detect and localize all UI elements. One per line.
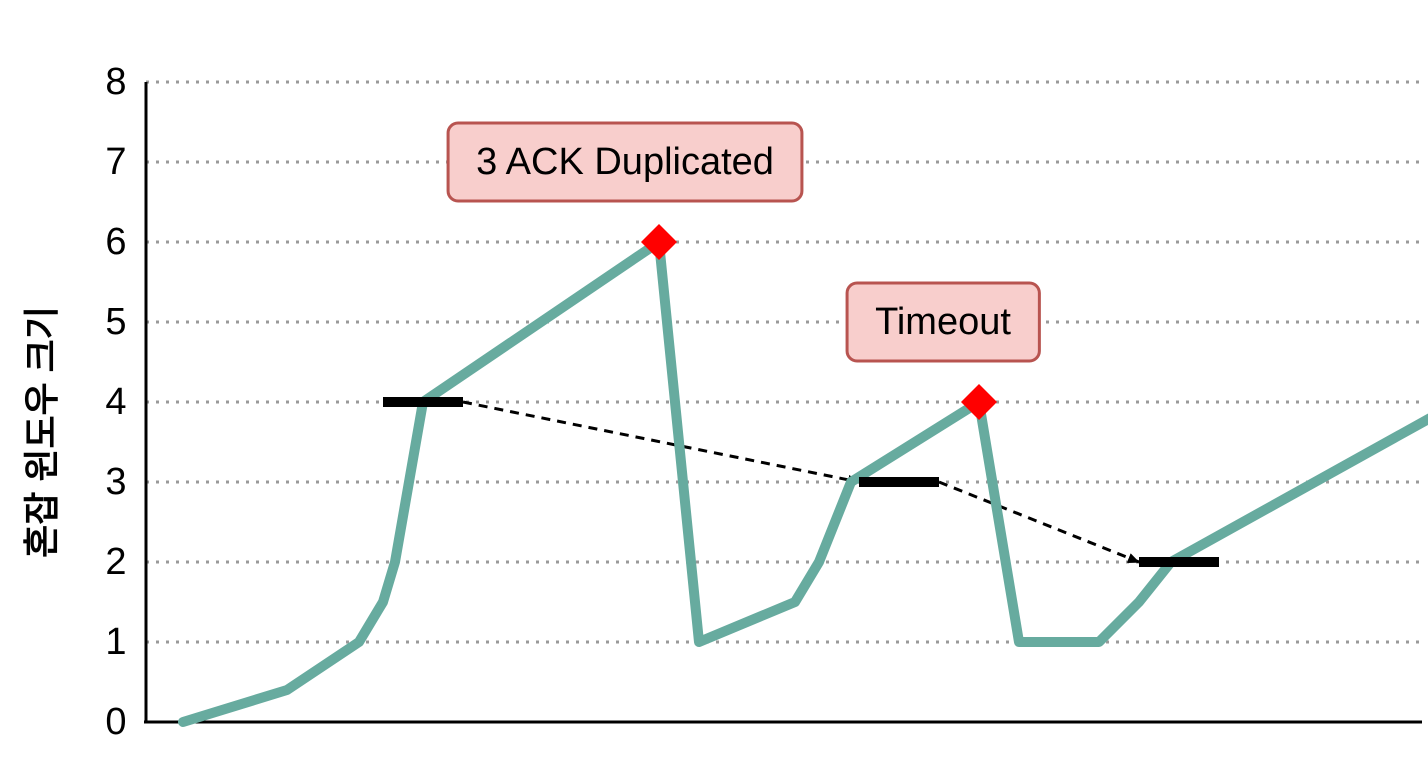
annotations: 3 ACK Duplicated Timeout [446,121,1041,363]
arrows [462,400,1139,564]
y-tick-label: 5 [105,301,126,343]
y-tick-label: 6 [105,221,126,263]
series-lines [178,237,1428,727]
y-tick-labels: 0 1 2 3 4 5 6 7 8 [105,61,126,743]
annotation-box: Timeout [845,281,1041,363]
y-tick-label: 8 [105,61,126,103]
y-axis-label: 혼잡 윈도우 크기 [21,306,62,558]
annotation-label: Timeout [875,301,1011,343]
y-tick-label: 3 [105,461,126,503]
y-tick-label: 2 [105,541,126,583]
y-tick-label: 7 [105,141,126,183]
cwnd-series-line [178,237,1428,727]
annotation-box: 3 ACK Duplicated [446,121,804,203]
loss-markers [641,224,997,420]
y-tick-label: 0 [105,701,126,743]
y-tick-label: 1 [105,621,126,663]
axes [144,82,1422,724]
annotation-background [446,121,804,203]
loss-marker [641,224,677,260]
threshold-markers [383,397,1219,567]
y-tick-label: 4 [105,381,126,423]
annotation-label: 3 ACK Duplicated [476,141,774,183]
threshold-arrow [938,480,1139,564]
loss-marker [961,384,997,420]
annotation-background [845,281,1041,363]
threshold-arrow [462,400,859,482]
